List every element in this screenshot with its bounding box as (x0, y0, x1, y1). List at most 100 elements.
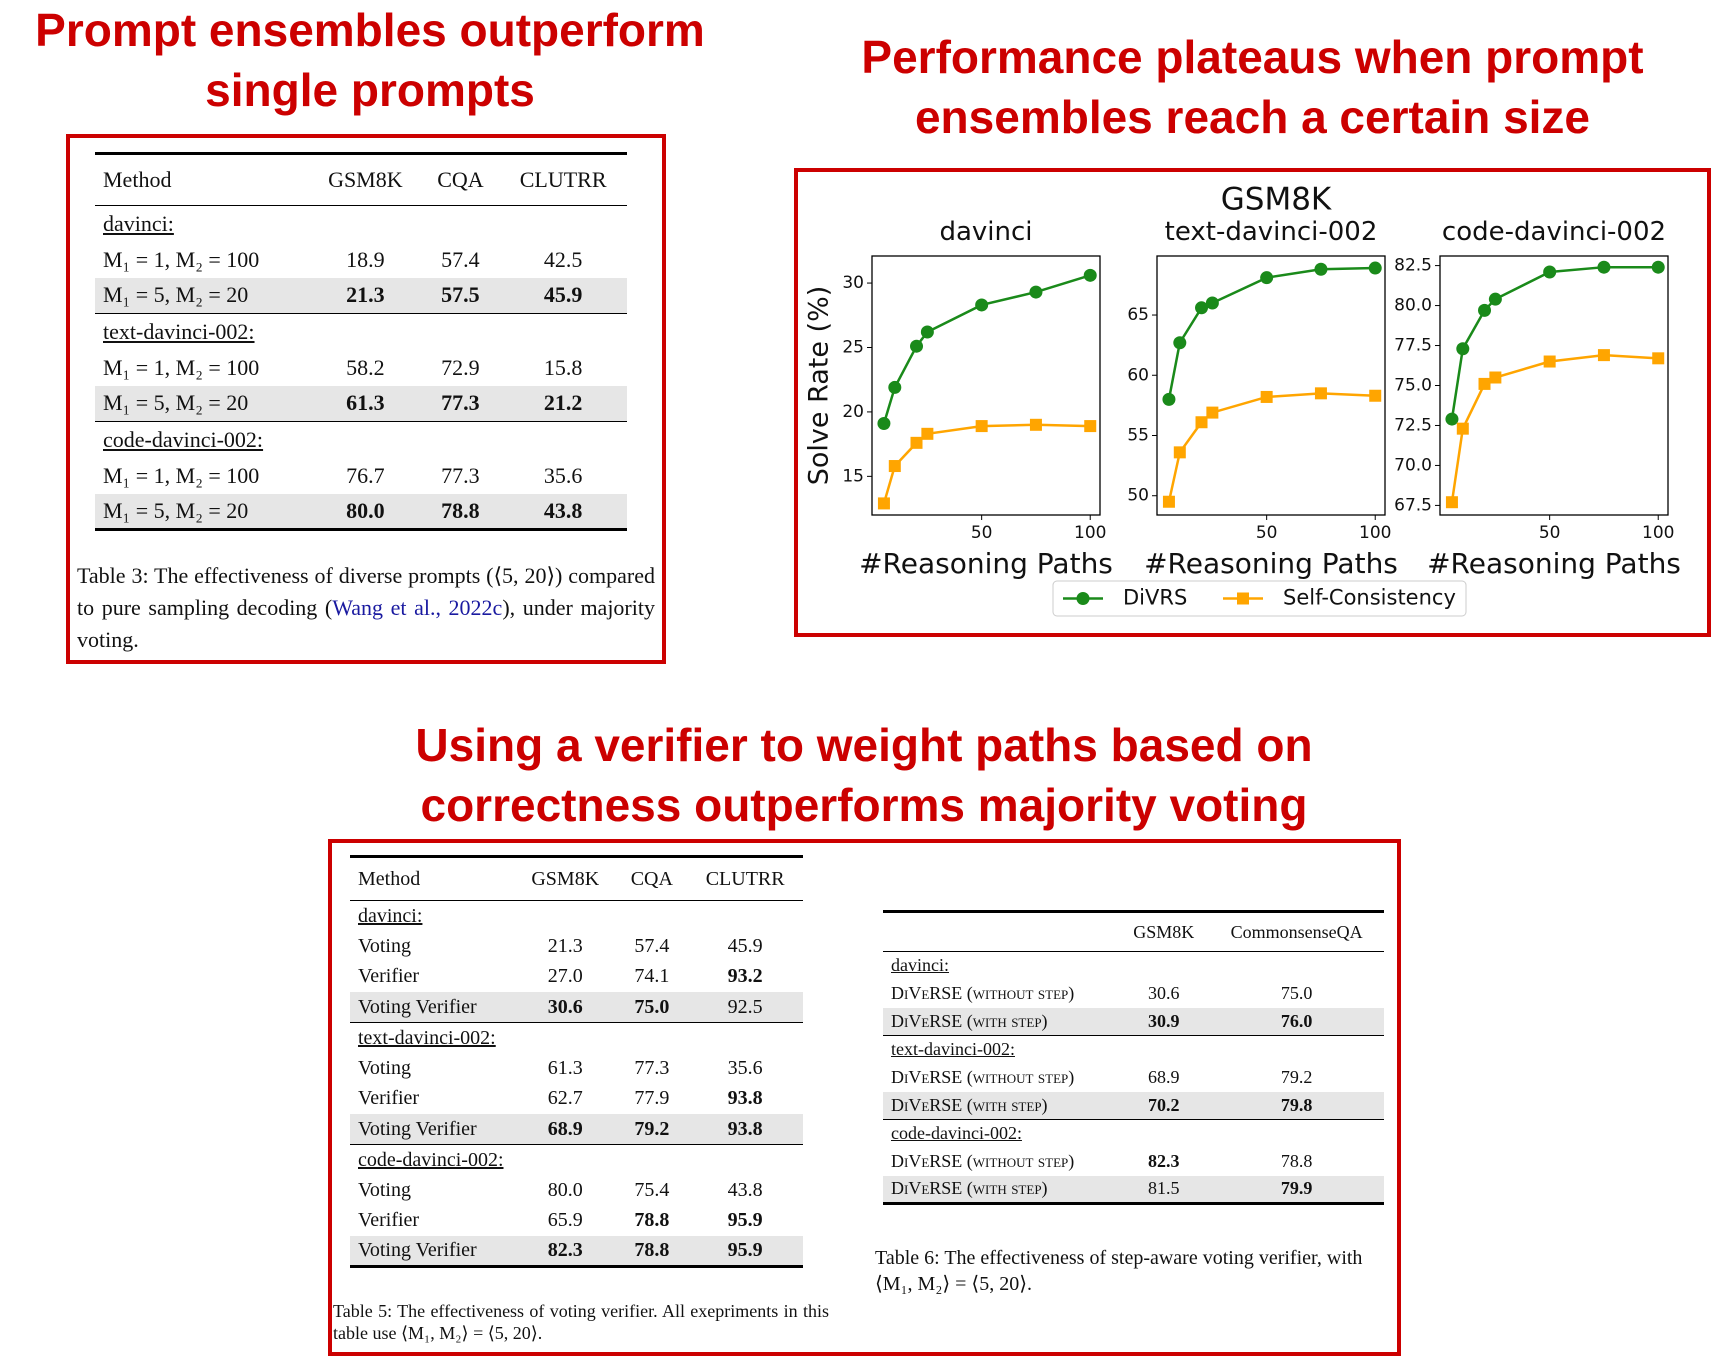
heading-line: Performance plateaus when prompt (861, 31, 1644, 83)
panel-box (66, 134, 666, 664)
table-cell: M₁ = 5, M₂ = 20 (95, 493, 310, 530)
heading-line: Using a verifier to weight paths based o… (415, 719, 1313, 771)
table: GSM8K CommonsenseQA davinci: DiVeRSE (witho… (883, 910, 1384, 1205)
table-cell: Voting (358, 1056, 411, 1079)
table-row: DiVeRSE (with step) 30.9 76.0 (883, 1007, 1384, 1036)
group-row: text-davinci-002: (95, 314, 627, 350)
table-cell: M₁ = 1, M₂ = 100 (103, 354, 260, 380)
group-cell: davinci: (95, 206, 627, 242)
header-cell: CQA (616, 856, 688, 901)
table-cell: Voting Verifier (350, 1236, 515, 1267)
table: Method GSM8K CQA CLUTRR davinci: M₁ = 1, M₂ =… (95, 152, 627, 531)
group-cell: davinci: (350, 901, 803, 932)
heading-line: ensembles reach a certain size (914, 91, 1591, 143)
table-cell: 77.3 (441, 462, 480, 488)
header-cell: CLUTRR (687, 856, 803, 901)
heading: Using a verifier to weight paths based o… (330, 715, 1398, 835)
table-cell: 93.8 (687, 1114, 803, 1145)
heading: Prompt ensembles outperform single promp… (0, 0, 740, 120)
table-cell: 81.5 (1118, 1175, 1210, 1204)
group-row: davinci: (350, 901, 803, 932)
table-cell: Voting Verifier (350, 1114, 515, 1145)
group-row: text-davinci-002: (350, 1023, 803, 1054)
table-cell: Verifier (358, 1209, 420, 1232)
table-cell: 68.9 (1148, 1067, 1180, 1087)
table-cell: 78.8 (616, 1236, 688, 1267)
table-row: DiVeRSE (without step) 68.9 79.2 (883, 1064, 1384, 1092)
caption: Table 3: The effectiveness of diverse pr… (77, 560, 655, 656)
table-cell: Verifier (358, 965, 420, 988)
table-row: DiVeRSE (without step) 82.3 78.8 (883, 1148, 1384, 1176)
header-cell: CQA (421, 153, 500, 206)
table-row: M₁ = 1, M₂ = 100 58.2 72.9 15.8 (95, 350, 627, 386)
table-cell: 58.2 (346, 354, 385, 380)
group-row: code-davinci-002: (883, 1120, 1384, 1148)
group-cell: text-davinci-002: (350, 1023, 803, 1054)
table-cell: DiVeRSE (with step) (883, 1175, 1119, 1204)
group-name: davinci: (891, 955, 949, 976)
header-cell: GSM8K (309, 153, 422, 206)
header-row: GSM8K CommonsenseQA (883, 911, 1384, 952)
group-row: text-davinci-002: (883, 1036, 1384, 1064)
group-row: davinci: (95, 206, 627, 242)
table-cell: 79.8 (1209, 1091, 1384, 1120)
table-cell: 43.8 (727, 1178, 763, 1201)
table-cell: 75.0 (616, 992, 688, 1023)
group-name: code-davinci-002: (891, 1123, 1022, 1144)
table-row: M₁ = 1, M₂ = 100 18.9 57.4 42.5 (95, 242, 627, 278)
table-cell: 21.3 (309, 277, 422, 314)
table-cell: 62.7 (547, 1087, 583, 1110)
heading: Performance plateaus when prompt ensembl… (790, 27, 1715, 147)
header-cell: GSM8K (1118, 911, 1210, 952)
table-cell: 95.9 (727, 1209, 763, 1232)
table-cell: 18.9 (346, 246, 385, 272)
group-name: davinci: (103, 210, 174, 236)
table-cell: DiVeRSE (with step) (883, 1091, 1119, 1120)
table-cell: M₁ = 5, M₂ = 20 (95, 385, 310, 422)
table-cell: 57.4 (441, 246, 480, 272)
table-cell: M₁ = 5, M₂ = 20 (95, 277, 310, 314)
table-cell: 30.6 (1148, 983, 1180, 1003)
table-row: DiVeRSE (with step) 70.2 79.8 (883, 1091, 1384, 1120)
table-cell: 30.9 (1118, 1007, 1210, 1036)
table-cell: DiVeRSE (with step) (883, 1007, 1119, 1036)
group-row: code-davinci-002: (350, 1145, 803, 1176)
group-row: davinci: (883, 952, 1384, 980)
table-cell: M₁ = 1, M₂ = 100 (103, 462, 260, 488)
table-row: M₁ = 5, M₂ = 20 80.0 78.8 43.8 (95, 493, 627, 530)
table-cell: 61.3 (309, 385, 422, 422)
table-cell: 78.8 (421, 493, 500, 530)
table: Method GSM8K CQA CLUTRR davinci: Voting 21.3 57… (350, 855, 803, 1268)
group-cell: code-davinci-002: (883, 1120, 1384, 1148)
table-cell: 93.8 (727, 1087, 763, 1110)
heading-line: single prompts (205, 64, 535, 116)
header-row: Method GSM8K CQA CLUTRR (95, 153, 627, 206)
table-cell: 80.0 (309, 493, 422, 530)
table-cell: 93.2 (727, 965, 763, 988)
group-cell: code-davinci-002: (350, 1145, 803, 1176)
table-cell: 45.9 (499, 277, 627, 314)
panel-box (794, 168, 1711, 637)
group-cell: code-davinci-002: (95, 422, 627, 458)
caption: Table 6: The effectiveness of step-aware… (875, 1247, 1363, 1295)
caption-text: ), under majority voting. (77, 595, 655, 652)
table-row: Voting 61.3 77.3 35.6 (350, 1053, 803, 1084)
table-cell: 68.9 (514, 1114, 617, 1145)
table-cell: 76.0 (1209, 1007, 1384, 1036)
group-name: text-davinci-002: (358, 1026, 496, 1049)
table-cell: 80.0 (547, 1178, 583, 1201)
table-cell: Voting (358, 1178, 411, 1201)
table-row: DiVeRSE (without step) 30.6 75.0 (883, 980, 1384, 1008)
table-cell: 27.0 (547, 965, 583, 988)
group-row: code-davinci-002: (95, 422, 627, 458)
header-cell: CommonsenseQA (1209, 911, 1384, 952)
table-cell: 79.2 (616, 1114, 688, 1145)
table-cell: 75.4 (634, 1178, 670, 1201)
table-cell: 76.7 (346, 462, 385, 488)
table-cell: 77.9 (634, 1087, 670, 1110)
table-row: M₁ = 5, M₂ = 20 61.3 77.3 21.2 (95, 385, 627, 422)
table-cell: 82.3 (514, 1236, 617, 1267)
header-cell (883, 911, 1119, 952)
table-cell: DiVeRSE (without step) (891, 1067, 1075, 1087)
